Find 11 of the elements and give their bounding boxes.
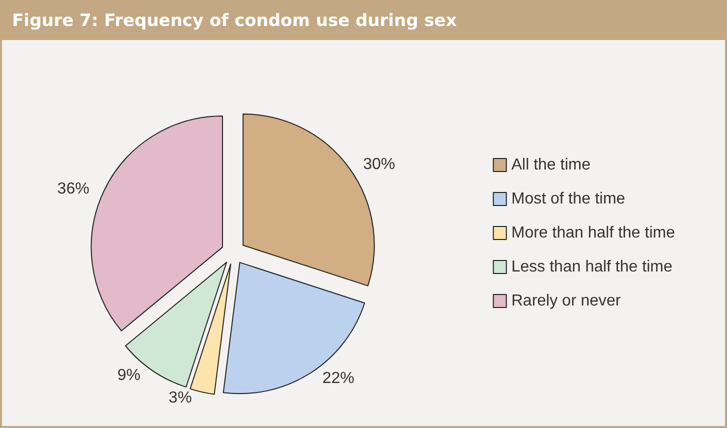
legend-label: Less than half the time bbox=[511, 258, 672, 276]
legend-label: Most of the time bbox=[511, 190, 626, 208]
data-label: 9% bbox=[117, 367, 140, 384]
data-label: 36% bbox=[57, 180, 90, 198]
chart-title: Figure 7: Frequency of condom use during sex bbox=[2, 2, 725, 40]
legend-label: Rarely or never bbox=[511, 292, 622, 310]
data-label: 3% bbox=[168, 389, 192, 406]
legend-label: More than half the time bbox=[511, 224, 676, 242]
data-label: 30% bbox=[363, 156, 396, 174]
legend-label: All the time bbox=[511, 156, 591, 174]
data-label: 22% bbox=[322, 370, 354, 387]
